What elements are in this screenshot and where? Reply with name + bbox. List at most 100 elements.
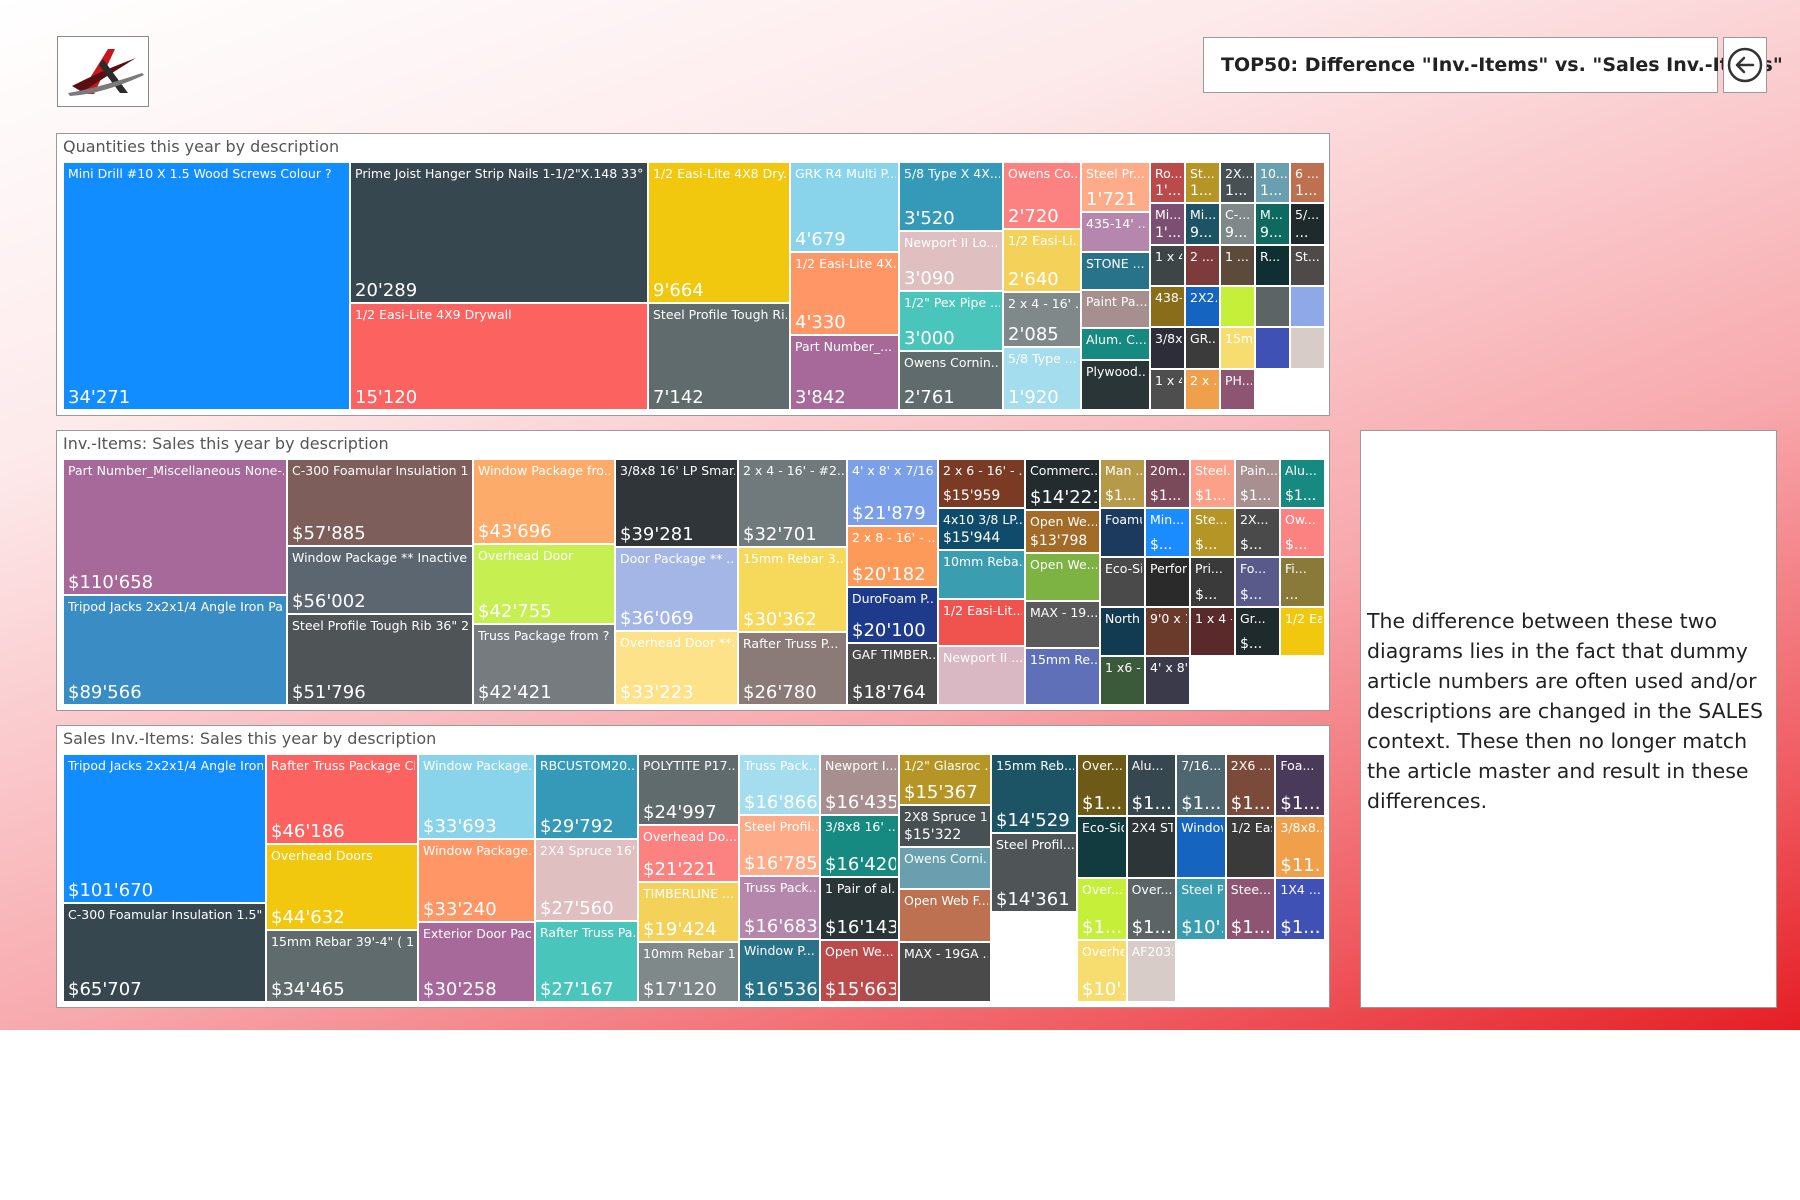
treemap-cell[interactable]: 15mm Rebar 3... $30'362 [738, 547, 847, 632]
treemap-cell[interactable]: Commerc... $14'221 [1025, 459, 1100, 510]
treemap-cell[interactable]: 2X2... [1185, 286, 1220, 328]
treemap-cell[interactable]: Window fr... [1176, 816, 1226, 878]
treemap-cell[interactable]: 1/2" Glasroc ... $15'367 [899, 754, 991, 805]
treemap-cell[interactable]: 1 Pair of al... $16'143 [820, 877, 899, 940]
treemap-cell[interactable]: 2 x ... [1185, 368, 1220, 410]
treemap-cell[interactable]: Rafter Truss Pa... $27'167 [535, 921, 638, 1002]
treemap-cell[interactable]: Overhead Do... $21'221 [638, 825, 739, 882]
treemap-cell[interactable]: Open We... $13'798 [1025, 510, 1100, 553]
treemap-cell[interactable]: Open Web F... [899, 889, 991, 942]
treemap-cell[interactable]: 10mm Reba... [938, 550, 1025, 599]
treemap-cell[interactable]: 1 ... [1220, 244, 1255, 286]
treemap-cell[interactable]: Fo... $... [1235, 557, 1280, 607]
treemap-cell[interactable]: Part Number_Miscellaneous None-... $110'6… [63, 459, 287, 595]
treemap-cell[interactable]: Foa... $1... [1275, 754, 1325, 816]
treemap-cell[interactable]: Window Package fro... $43'696 [473, 459, 615, 544]
treemap-cell[interactable] [1255, 327, 1290, 369]
treemap-cell[interactable] [1255, 286, 1290, 328]
treemap-cell[interactable]: Ro... 1'... [1150, 162, 1185, 204]
treemap-cell[interactable]: Gr... $... [1235, 606, 1280, 656]
treemap-cell[interactable]: C-300 Foamular Insulation 1.... $57'885 [287, 459, 473, 546]
treemap-cell[interactable]: 3/8x... [1150, 327, 1185, 369]
treemap-cell[interactable]: Tripod Jacks 2x2x1/4 Angle Iron ... $101'… [63, 754, 266, 903]
treemap-cell[interactable]: 1/2 Easi-Lite 4X9 Drywall 15'120 [350, 303, 648, 410]
treemap-cell[interactable]: Door Package ** ... $36'069 [615, 547, 738, 631]
treemap-cell[interactable]: Owens Corni... [899, 847, 991, 889]
treemap-cell[interactable]: 4' x 8' x ... [1145, 655, 1190, 705]
treemap-cell[interactable]: St... [1290, 244, 1325, 286]
treemap-cell[interactable]: Steel... $1... [1190, 459, 1235, 509]
treemap-cell[interactable]: 1 x 4 ... [1150, 368, 1185, 410]
treemap-cell[interactable]: Window Package ** Inactive ... $56'002 [287, 546, 473, 614]
treemap-cell[interactable]: Newport I... $16'435 [820, 754, 899, 815]
treemap-cell[interactable]: 2 x 4 - 16' ... 2'085 [1003, 292, 1081, 347]
treemap-cell[interactable]: Overhead Door $42'755 [473, 544, 615, 624]
treemap-cell[interactable]: North S... [1100, 606, 1145, 656]
treemap-cell[interactable]: 2X8 Spruce 16' $15'322 [899, 805, 991, 847]
treemap-cell[interactable]: Alu... $1... [1280, 459, 1325, 509]
treemap-cell[interactable]: Window P... $16'536 [739, 939, 820, 1002]
treemap-cell[interactable]: PH... [1220, 368, 1255, 410]
treemap-cell[interactable]: 2X4 STUD 1... [1126, 816, 1177, 878]
treemap-cell[interactable]: GRK R4 Multi P... 4'679 [790, 162, 899, 252]
treemap-cell[interactable]: 1/2" Pex Pipe ... 3'000 [899, 291, 1003, 351]
treemap-cell[interactable]: 3/8x8 16' LP Smar... $39'281 [615, 459, 738, 547]
treemap-cell[interactable]: 10mm Rebar 1... $17'120 [638, 942, 739, 1002]
treemap-cell[interactable]: Truss Package from ? $42'421 [473, 624, 615, 705]
treemap-cell[interactable]: Ow... $... [1280, 508, 1325, 558]
treemap-cell[interactable]: GAF TIMBER... $18'764 [847, 643, 938, 705]
treemap-cell[interactable]: Eco-Sid... [1100, 557, 1145, 607]
treemap-cell[interactable]: 1X4 ... $1... [1275, 878, 1325, 940]
treemap-cell[interactable]: 3/8x8 16' ... $16'420 [820, 815, 899, 877]
treemap-cell[interactable]: 15m... [1220, 327, 1255, 369]
treemap-cell[interactable]: Rafter Truss P... $26'780 [738, 632, 847, 705]
treemap-cell[interactable]: DuroFoam P... $20'100 [847, 587, 938, 643]
treemap-cell[interactable]: Truss Pack... $16'866 [739, 754, 820, 815]
treemap-cell[interactable]: Mi... 1'... [1150, 203, 1185, 245]
treemap-cell[interactable]: 1/2 Easi-Lit... [938, 599, 1025, 646]
treemap-cell[interactable]: MAX - 19GA ... [899, 942, 991, 1002]
treemap-cell[interactable]: Mi... 9... [1185, 203, 1220, 245]
treemap-cell[interactable]: Newport II ... [938, 646, 1025, 705]
treemap-cell[interactable]: Ste... $... [1190, 508, 1235, 558]
treemap-cell[interactable]: Over... $1... [1126, 878, 1177, 940]
treemap-cell[interactable]: Owens Co... 2'720 [1003, 162, 1081, 229]
treemap-cell[interactable] [1290, 327, 1325, 369]
treemap-cell[interactable]: Prime Joist Hanger Strip Nails 1-1/2"X.1… [350, 162, 648, 303]
treemap-cell[interactable]: Tripod Jacks 2x2x1/4 Angle Iron Pai... $8… [63, 595, 287, 705]
treemap-cell[interactable]: 1/2 Easi-Lite 4X... 4'330 [790, 252, 899, 335]
treemap-cell[interactable]: St... 1... [1185, 162, 1220, 204]
treemap-cell[interactable]: Eco-Side 3/... [1077, 816, 1127, 878]
treemap-cell[interactable]: MAX - 19... [1025, 601, 1100, 648]
treemap-cell[interactable]: Steel Pr... $10'... [1176, 878, 1226, 940]
treemap-cell[interactable]: Overhe... $10'... [1077, 940, 1127, 1002]
treemap-cell[interactable]: Open We... [1025, 553, 1100, 601]
treemap-cell[interactable]: 15mm Re... [1025, 648, 1100, 705]
back-button[interactable] [1723, 37, 1767, 93]
treemap-cell[interactable]: 15mm Reb... $14'529 [991, 754, 1077, 833]
treemap-cell[interactable]: 4' x 8' x 7/16... $21'879 [847, 459, 938, 526]
treemap-cell[interactable]: Min... $... [1145, 508, 1190, 558]
treemap-cell[interactable]: 1/2 Easi... [1280, 606, 1325, 656]
treemap-cell[interactable]: C-... 9... [1220, 203, 1255, 245]
treemap-cell[interactable]: STONE ... [1081, 252, 1150, 290]
treemap-cell[interactable]: 1/2 Easi-Lite 4X8 Dry... 9'664 [648, 162, 790, 303]
treemap-cell[interactable]: 5/8 Type X 4X... 3'520 [899, 162, 1003, 231]
treemap-cell[interactable]: 4x10 3/8 LP... $15'944 [938, 508, 1025, 550]
treemap-cell[interactable]: Overhead Doors $44'632 [266, 844, 418, 930]
treemap-cell[interactable]: Steel Profil... $16'785 [739, 815, 820, 876]
treemap-cell[interactable]: Overhead Door **... $33'223 [615, 631, 738, 705]
treemap-cell[interactable]: 6 ... 1... [1290, 162, 1325, 204]
treemap-cell[interactable]: 438-... [1150, 286, 1185, 328]
treemap-cell[interactable]: 2X4 Spruce 16' $27'560 [535, 839, 638, 921]
treemap-cell[interactable]: Steel Profile Tough Ri... 7'142 [648, 303, 790, 410]
treemap-cell[interactable]: Truss Pack... $16'683 [739, 876, 820, 939]
treemap-cell[interactable]: Exterior Door Pac... $30'258 [418, 922, 535, 1002]
treemap-cell[interactable]: Over... $1... [1077, 754, 1127, 816]
treemap-cell[interactable]: C-300 Foamular Insulation 1.5"x... $65'70… [63, 903, 266, 1002]
treemap-cell[interactable]: Open We... $15'663 [820, 940, 899, 1002]
treemap-cell[interactable]: 15mm Rebar 39'-4" ( 12... $34'465 [266, 930, 418, 1002]
treemap-cell[interactable]: GR... [1185, 327, 1220, 369]
treemap-cell[interactable]: 5/...... [1290, 203, 1325, 245]
treemap-cell[interactable]: RBCUSTOM20... $29'792 [535, 754, 638, 839]
